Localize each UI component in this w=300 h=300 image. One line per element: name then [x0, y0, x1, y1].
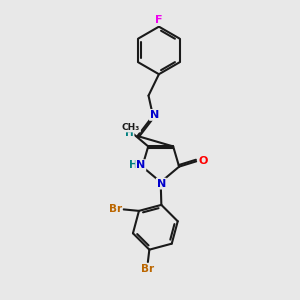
Text: N: N: [136, 160, 146, 170]
Text: CH₃: CH₃: [122, 123, 140, 132]
Text: Br: Br: [141, 264, 154, 274]
Text: N: N: [157, 178, 166, 189]
Text: H: H: [125, 128, 134, 138]
Text: Br: Br: [109, 204, 122, 214]
Text: O: O: [198, 156, 208, 166]
Text: N: N: [150, 110, 159, 120]
Text: H: H: [129, 160, 138, 170]
Text: F: F: [155, 15, 163, 25]
